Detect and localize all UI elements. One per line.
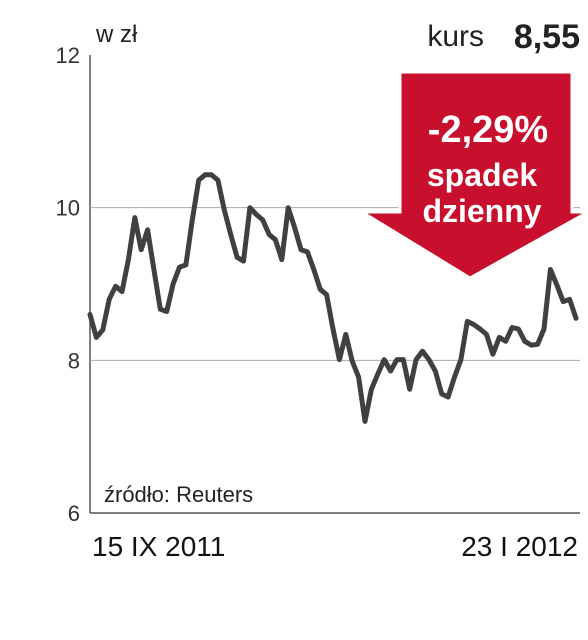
y-tick-label: 10 <box>56 196 80 221</box>
y-tick-label: 8 <box>68 348 80 373</box>
x-tick-label: 15 IX 2011 <box>92 531 225 562</box>
y-tick-label: 12 <box>56 43 80 68</box>
price: 8,55 <box>514 18 580 56</box>
x-tick-label: 23 I 2012 <box>461 531 578 562</box>
y-tick-label: 6 <box>68 501 80 526</box>
change-label: spadek <box>427 157 537 193</box>
unit-label: w zł <box>95 21 138 48</box>
price-label: kurs <box>427 20 484 53</box>
price-line <box>87 172 579 424</box>
source: źródło: Reuters <box>104 482 253 507</box>
change-label: dzienny <box>422 193 541 229</box>
change-arrow <box>356 70 588 280</box>
change-value: -2,29% <box>428 109 548 151</box>
